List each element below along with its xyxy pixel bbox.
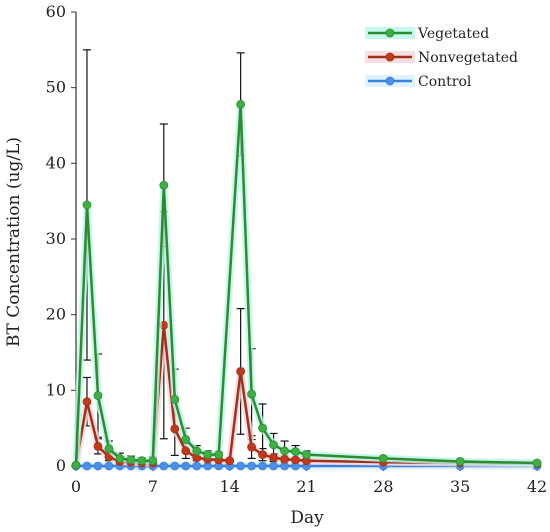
legend-item: Vegetated (365, 26, 489, 42)
data-point (247, 442, 257, 452)
data-point (247, 389, 257, 399)
data-point (71, 460, 81, 470)
data-point (159, 180, 169, 190)
y-tick-label: 40 (46, 153, 66, 172)
data-point (192, 461, 202, 471)
y-tick-label: 60 (46, 2, 66, 21)
series-glow (72, 100, 541, 469)
y-tick-label: 0 (56, 456, 66, 475)
data-point (82, 397, 92, 407)
x-tick-label: 0 (71, 477, 81, 496)
y-axis-title: BT Concentration (ug/L) (4, 137, 24, 347)
series-line (74, 103, 538, 466)
data-point (115, 454, 125, 463)
data-point (104, 461, 114, 471)
data-point (236, 461, 246, 471)
data-point (258, 450, 267, 460)
data-point (170, 395, 180, 404)
data-point (93, 461, 103, 471)
y-tick-label: 10 (46, 380, 66, 399)
data-point (247, 461, 257, 471)
data-point (291, 447, 300, 457)
data-point (192, 446, 202, 456)
data-point (269, 440, 278, 450)
data-point (378, 454, 388, 463)
x-tick-label: 28 (373, 477, 393, 496)
data-point (170, 461, 180, 471)
data-point (236, 99, 246, 109)
chart-series (71, 99, 542, 471)
data-point (258, 461, 267, 471)
y-tick-label: 20 (46, 305, 66, 324)
legend-marker (385, 28, 395, 38)
data-point (225, 456, 235, 466)
legend-label: Vegetated (417, 26, 489, 42)
data-point (82, 200, 92, 210)
data-point (181, 461, 191, 471)
data-point (93, 441, 103, 451)
legend-marker (385, 52, 395, 62)
data-point (181, 446, 191, 456)
legend-item: Control (365, 74, 472, 90)
data-point (269, 453, 278, 463)
data-point (280, 446, 289, 456)
chart-legend: Vegetated Nonvegetated Control (365, 26, 518, 90)
data-point (170, 424, 180, 434)
data-point (302, 450, 311, 460)
data-point (93, 391, 103, 401)
x-tick-label: 21 (296, 477, 316, 496)
legend-marker (385, 76, 395, 86)
x-axis-title: Day (290, 508, 324, 528)
data-point (236, 367, 246, 376)
data-point (82, 461, 92, 471)
x-tick-label: 14 (219, 477, 239, 496)
series-line (74, 324, 538, 466)
chart-axes: 0 10 20 30 40 50 60 0 7 14 21 28 35 42 (46, 2, 548, 496)
y-tick-label: 30 (46, 229, 66, 248)
data-point (104, 444, 114, 453)
x-tick-label: 42 (527, 477, 547, 496)
series-nonvegetated (71, 320, 542, 470)
data-point (181, 435, 191, 444)
data-point (532, 458, 542, 468)
legend-label: Nonvegetated (418, 50, 518, 66)
data-point (280, 454, 289, 464)
series-vegetated (71, 99, 542, 470)
x-tick-label: 7 (148, 477, 158, 496)
y-tick-label: 50 (46, 78, 66, 97)
data-point (203, 450, 213, 460)
series-glow (72, 321, 541, 469)
data-point (258, 423, 267, 433)
data-point (159, 461, 169, 471)
legend-item: Nonvegetated (365, 50, 518, 66)
data-point (148, 456, 158, 466)
data-point (137, 456, 147, 466)
x-tick-label: 35 (450, 477, 470, 496)
data-point (214, 450, 224, 460)
legend-label: Control (418, 74, 472, 90)
data-point (291, 455, 300, 465)
data-point (126, 455, 136, 465)
data-point (269, 461, 278, 471)
data-point (455, 457, 465, 466)
